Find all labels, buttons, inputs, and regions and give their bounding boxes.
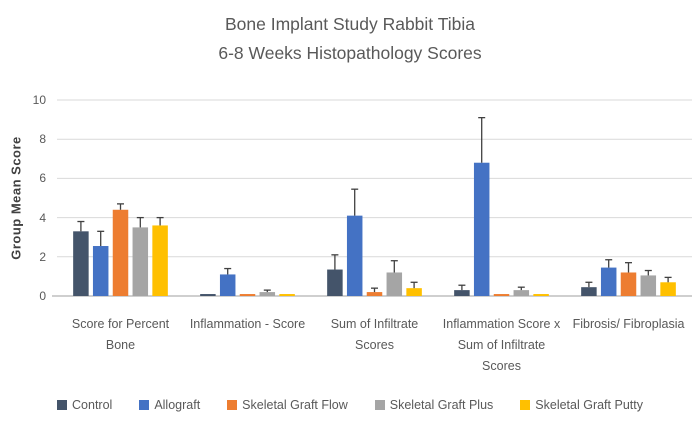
y-tick-label-2: 2: [39, 249, 46, 264]
chart-title: Bone Implant Study Rabbit Tibia 6-8 Week…: [0, 10, 700, 68]
bar: [366, 292, 383, 296]
category-label-inflammation-score: Inflammation - Score: [189, 317, 306, 331]
legend-label-skeletal-graft-putty: Skeletal Graft Putty: [535, 398, 643, 412]
bar: [406, 288, 422, 296]
category-label-inflammation-x-sum: Inflammation Score x Sum of Infiltrate S…: [442, 317, 561, 373]
bar: [581, 287, 597, 296]
bar: [454, 290, 470, 296]
bar: [279, 294, 295, 296]
bar: [620, 272, 637, 296]
legend-label-skeletal-graft-flow: Skeletal Graft Flow: [242, 398, 348, 412]
y-tick-label-4: 4: [39, 210, 46, 225]
category-label-score-for-percent-bone: Score for Percent Bone: [71, 317, 170, 352]
chart-legend: Control Allograft Skeletal Graft Flow Sk…: [0, 398, 700, 412]
legend-label-skeletal-graft-plus: Skeletal Graft Plus: [389, 398, 494, 412]
bar: [200, 294, 216, 296]
legend-label-allograft: Allograft: [154, 398, 201, 412]
bar: [600, 267, 617, 296]
bar: [152, 225, 168, 296]
y-tick-label-10: 10: [32, 93, 46, 107]
bar: [386, 272, 403, 296]
category-label-fibrosis-fibroplasia: Fibrosis/ Fibroplasia: [572, 317, 685, 331]
bar: [640, 275, 657, 296]
bar: [660, 282, 676, 296]
legend-item-skeletal-graft-flow: Skeletal Graft Flow: [227, 398, 348, 412]
bar: [132, 227, 149, 296]
bar: [112, 209, 129, 296]
legend-item-control: Control: [57, 398, 112, 412]
legend-label-control: Control: [72, 398, 113, 412]
y-tick-label-8: 8: [39, 132, 46, 147]
bar: [327, 269, 343, 296]
bar: [346, 215, 363, 296]
bar: [92, 246, 109, 296]
y-tick-label-6: 6: [39, 171, 46, 186]
bar: [73, 231, 89, 296]
bar: [513, 290, 530, 296]
legend-item-skeletal-graft-plus: Skeletal Graft Plus: [374, 398, 494, 412]
legend-item-allograft: Allograft: [139, 398, 200, 412]
chart-title-line-2: 6-8 Weeks Histopathology Scores: [218, 43, 482, 63]
legend-item-skeletal-graft-putty: Skeletal Graft Putty: [520, 398, 643, 412]
y-tick-label-0: 0: [39, 289, 46, 303]
bar: [473, 162, 490, 296]
legend-swatch-control: [57, 400, 68, 410]
chart-title-line-1: Bone Implant Study Rabbit Tibia: [224, 14, 475, 34]
category-label-sum-of-infiltrate-scores: Sum of Infiltrate Scores: [330, 317, 419, 352]
bar: [259, 292, 276, 296]
legend-swatch-skeletal-graft-flow: [227, 400, 238, 410]
bar: [493, 294, 510, 296]
bar: [533, 294, 549, 296]
bar: [239, 294, 256, 296]
bar: [219, 274, 236, 296]
legend-swatch-skeletal-graft-putty: [520, 400, 531, 410]
legend-swatch-skeletal-graft-plus: [374, 400, 385, 410]
legend-swatch-allograft: [139, 400, 150, 410]
